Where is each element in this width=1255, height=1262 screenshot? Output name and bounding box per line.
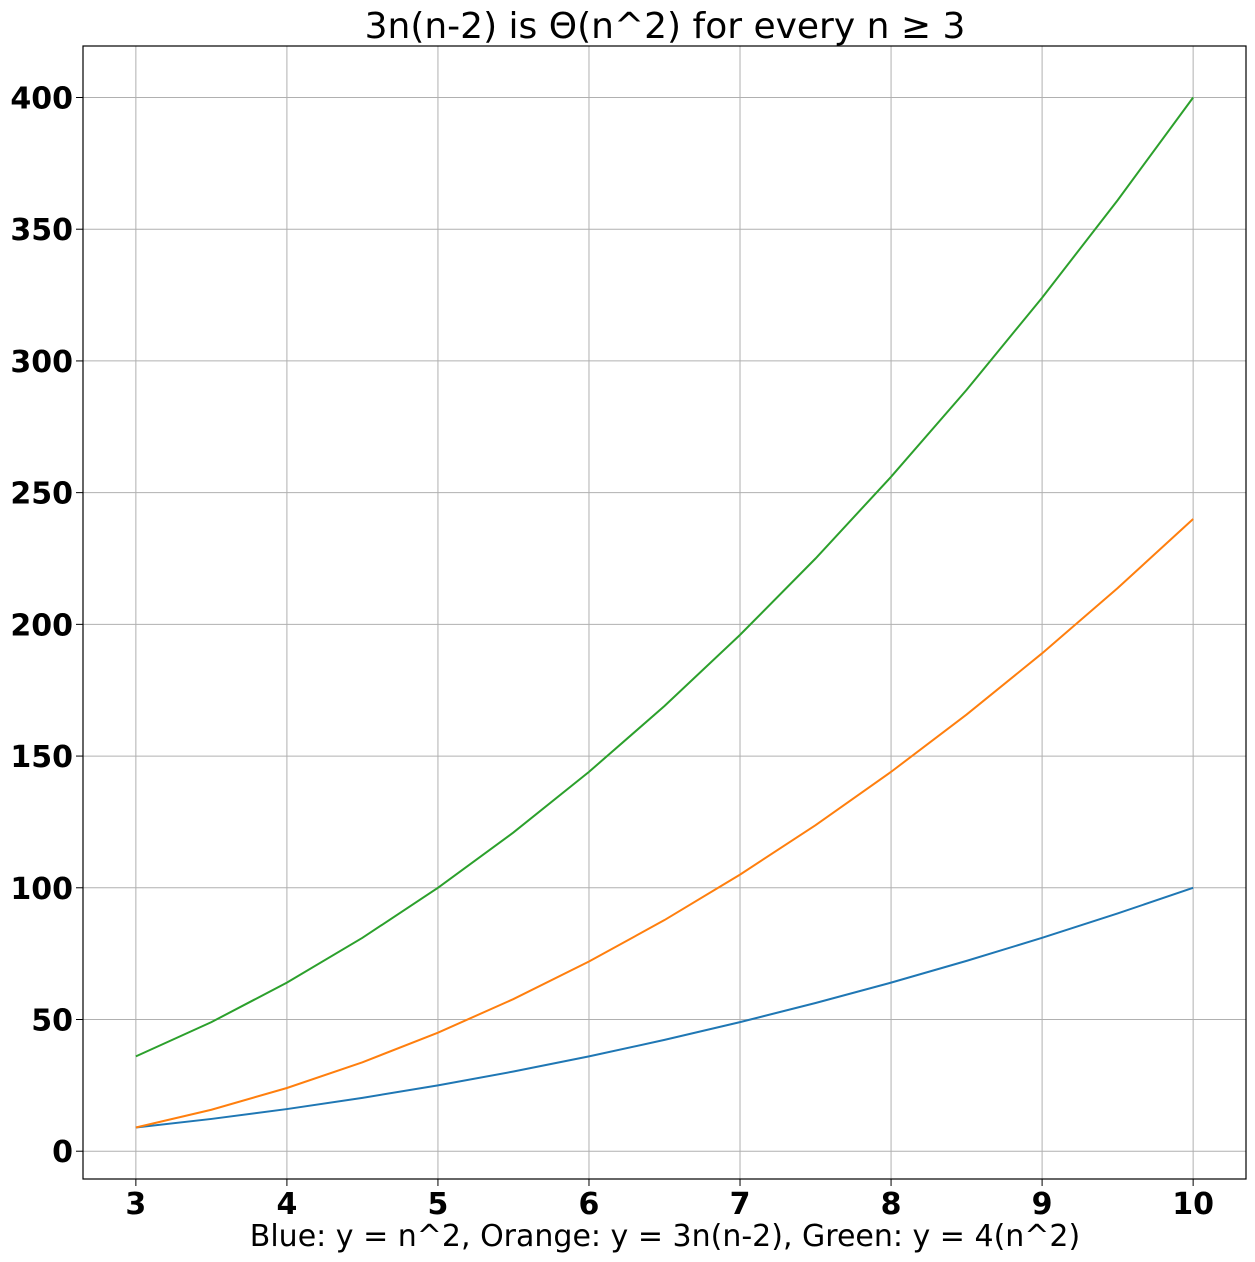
y-tick-label: 250 [10,477,73,512]
chart-title: 3n(n-2) is Θ(n^2) for every n ≥ 3 [365,6,966,47]
x-tick-label: 5 [428,1187,449,1222]
series-line-3 [135,96,1194,1058]
y-tick-label: 100 [10,872,73,907]
series-lines [135,96,1194,1129]
x-tick-label: 6 [579,1187,600,1222]
series-line-1 [135,886,1194,1129]
y-tick-label: 150 [10,740,73,775]
y-tick-label: 0 [52,1135,73,1170]
y-tick-label: 50 [31,1003,73,1038]
grid-lines [83,46,1246,1179]
x-axis-label: Blue: y = n^2, Orange: y = 3n(n-2), Gree… [250,1219,1080,1254]
y-tick-label: 400 [10,82,73,117]
series-line-2 [135,518,1194,1129]
x-tick-label: 3 [125,1187,146,1222]
plot-frame [82,45,1247,1180]
x-tick-label: 8 [881,1187,902,1222]
y-tick-label: 350 [10,213,73,248]
x-tick-label: 4 [276,1187,297,1222]
x-tick-label: 10 [1172,1187,1214,1222]
y-tick-label: 200 [10,608,73,643]
x-tick-label: 7 [730,1187,751,1222]
y-tick-label: 300 [10,345,73,380]
x-tick-label: 9 [1032,1187,1053,1222]
